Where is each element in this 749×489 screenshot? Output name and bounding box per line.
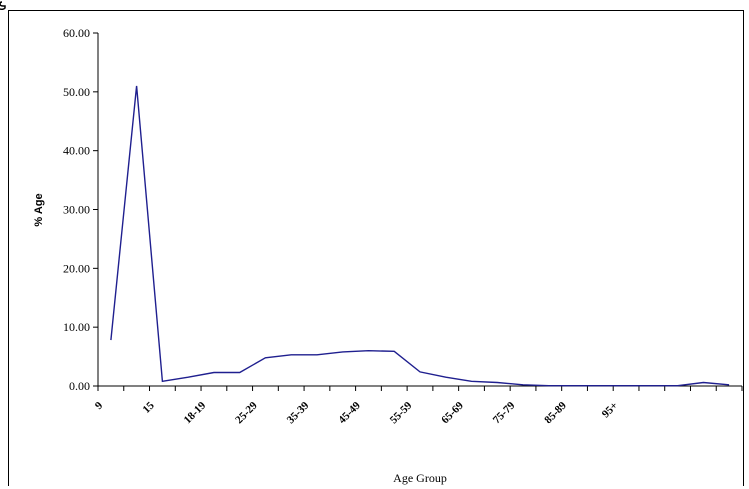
x-axis-title: Age Group xyxy=(393,471,447,485)
series xyxy=(110,85,730,387)
x-tick-label: 55-59 xyxy=(388,399,415,426)
x-tick-label: 95+ xyxy=(600,400,621,421)
y-tick-label: 0.00 xyxy=(69,379,90,393)
y-tick-label: 30.00 xyxy=(63,203,90,217)
y-axis-title: % Age xyxy=(33,193,45,226)
x-tick-label: 35-39 xyxy=(285,399,312,426)
y-tick-label: 50.00 xyxy=(63,85,90,99)
x-tick-label: 18-19 xyxy=(182,399,209,426)
x-tick-label: 85-89 xyxy=(542,399,569,426)
series-line xyxy=(110,85,730,387)
y-tick-label: 20.00 xyxy=(63,261,90,275)
x-tick-label: 65-69 xyxy=(439,399,466,426)
chart-frame xyxy=(8,10,744,486)
y-tick-label: 60.00 xyxy=(63,26,90,40)
axes xyxy=(97,33,742,387)
x-tick-label: 75-79 xyxy=(491,399,518,426)
y-ticks: 0.00 10.00 20.00 30.00 40.00 50.00 60.00 xyxy=(63,26,98,393)
y-tick-label: 10.00 xyxy=(63,320,90,334)
title-fragment xyxy=(0,0,10,10)
x-tick-label: 9 xyxy=(93,399,106,412)
title-fragment-glyph xyxy=(0,1,6,10)
y-tick-label: 40.00 xyxy=(63,144,90,158)
x-tick-label: 15 xyxy=(141,399,158,416)
x-tick-label: 25-29 xyxy=(233,399,260,426)
x-tick-label: 45-49 xyxy=(336,399,363,426)
x-ticks: 9 15 18-19 25-29 35-39 45-49 55-59 65-69 75-79 85… xyxy=(93,386,743,426)
